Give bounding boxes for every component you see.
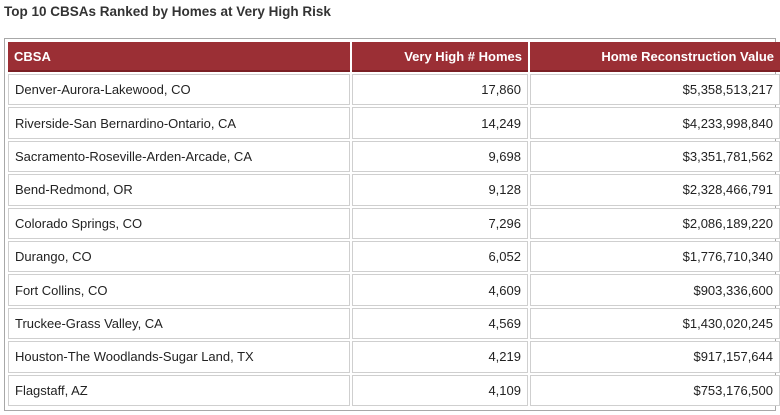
table-row: Denver-Aurora-Lakewood, CO 17,860 $5,358… xyxy=(8,74,780,106)
cell-reconstruction-value: $1,776,710,340 xyxy=(530,240,780,273)
cell-cbsa: Flagstaff, AZ xyxy=(8,374,350,406)
cell-very-high-homes: 14,249 xyxy=(352,107,528,139)
cell-reconstruction-value: $4,233,998,840 xyxy=(530,107,780,139)
cell-reconstruction-value: $1,430,020,245 xyxy=(530,307,780,340)
cell-cbsa: Riverside-San Bernardino-Ontario, CA xyxy=(8,107,350,139)
table-row: Truckee-Grass Valley, CA 4,569 $1,430,02… xyxy=(8,307,780,340)
cell-very-high-homes: 9,698 xyxy=(352,140,528,173)
cell-cbsa: Durango, CO xyxy=(8,240,350,273)
cell-cbsa: Truckee-Grass Valley, CA xyxy=(8,307,350,340)
cell-very-high-homes: 4,609 xyxy=(352,274,528,306)
table-frame: CBSA Very High # Homes Home Reconstructi… xyxy=(4,38,780,411)
table-row: Bend-Redmond, OR 9,128 $2,328,466,791 xyxy=(8,174,780,206)
column-header-very-high-homes: Very High # Homes xyxy=(352,42,528,72)
table-row: Durango, CO 6,052 $1,776,710,340 xyxy=(8,240,780,273)
table-row: Riverside-San Bernardino-Ontario, CA 14,… xyxy=(8,107,780,139)
table-header-row: CBSA Very High # Homes Home Reconstructi… xyxy=(8,42,780,72)
cell-reconstruction-value: $917,157,644 xyxy=(530,341,780,373)
cell-reconstruction-value: $5,358,513,217 xyxy=(530,74,780,106)
cell-cbsa: Bend-Redmond, OR xyxy=(8,174,350,206)
column-header-reconstruction-value: Home Reconstruction Value xyxy=(530,42,780,72)
cell-reconstruction-value: $903,336,600 xyxy=(530,274,780,306)
cell-cbsa: Sacramento-Roseville-Arden-Arcade, CA xyxy=(8,140,350,173)
cell-very-high-homes: 4,219 xyxy=(352,341,528,373)
cbsa-risk-table: CBSA Very High # Homes Home Reconstructi… xyxy=(6,40,780,408)
table-row: Colorado Springs, CO 7,296 $2,086,189,22… xyxy=(8,207,780,239)
cell-very-high-homes: 7,296 xyxy=(352,207,528,239)
cell-cbsa: Fort Collins, CO xyxy=(8,274,350,306)
cell-reconstruction-value: $3,351,781,562 xyxy=(530,140,780,173)
cell-very-high-homes: 9,128 xyxy=(352,174,528,206)
cell-cbsa: Colorado Springs, CO xyxy=(8,207,350,239)
cell-very-high-homes: 17,860 xyxy=(352,74,528,106)
cell-reconstruction-value: $2,328,466,791 xyxy=(530,174,780,206)
column-header-cbsa: CBSA xyxy=(8,42,350,72)
table-row: Houston-The Woodlands-Sugar Land, TX 4,2… xyxy=(8,341,780,373)
cell-very-high-homes: 4,569 xyxy=(352,307,528,340)
cell-cbsa: Denver-Aurora-Lakewood, CO xyxy=(8,74,350,106)
cell-very-high-homes: 6,052 xyxy=(352,240,528,273)
table-row: Sacramento-Roseville-Arden-Arcade, CA 9,… xyxy=(8,140,780,173)
page-title: Top 10 CBSAs Ranked by Homes at Very Hig… xyxy=(4,4,331,19)
cell-cbsa: Houston-The Woodlands-Sugar Land, TX xyxy=(8,341,350,373)
cell-reconstruction-value: $753,176,500 xyxy=(530,374,780,406)
cell-reconstruction-value: $2,086,189,220 xyxy=(530,207,780,239)
table-row: Fort Collins, CO 4,609 $903,336,600 xyxy=(8,274,780,306)
table-row: Flagstaff, AZ 4,109 $753,176,500 xyxy=(8,374,780,406)
cell-very-high-homes: 4,109 xyxy=(352,374,528,406)
